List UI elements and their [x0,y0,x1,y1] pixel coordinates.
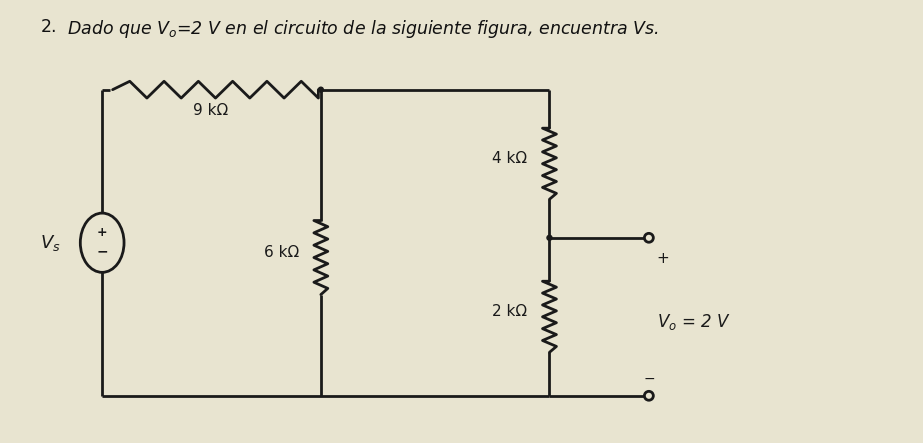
Text: 2.: 2. [41,18,57,35]
Text: −: − [643,372,654,386]
Text: 6 kΩ: 6 kΩ [264,245,299,260]
Circle shape [644,233,653,242]
Text: +: + [97,226,107,239]
Text: 2 kΩ: 2 kΩ [493,304,528,319]
Text: +: + [657,251,669,266]
Text: 9 kΩ: 9 kΩ [193,102,228,117]
Text: Dado que $V_o$=2 V en el circuito de la siguiente figura, encuentra Vs.: Dado que $V_o$=2 V en el circuito de la … [67,18,659,39]
Text: −: − [96,245,108,259]
Text: 4 kΩ: 4 kΩ [493,152,528,166]
Text: $V_o$ = 2 V: $V_o$ = 2 V [657,312,730,332]
Circle shape [644,391,653,400]
Text: $V_s$: $V_s$ [41,233,61,253]
Circle shape [547,235,552,240]
Circle shape [318,87,323,92]
